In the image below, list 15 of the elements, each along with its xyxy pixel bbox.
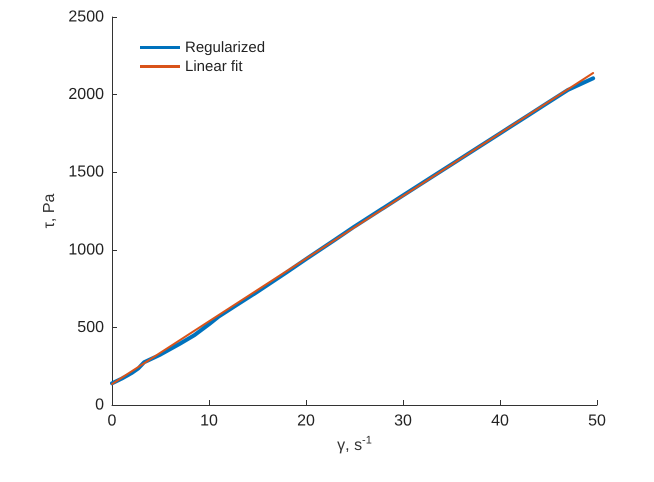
legend-label: Regularized <box>185 39 266 56</box>
x-tick-label: 50 <box>588 412 606 430</box>
x-tick-label: 0 <box>108 412 117 430</box>
y-tick-label: 0 <box>95 396 104 414</box>
y-axis-title: τ, Pa <box>41 194 58 228</box>
y-tick-label: 500 <box>77 318 104 336</box>
x-tick-label: 20 <box>297 412 315 430</box>
x-tick-label: 10 <box>200 412 218 430</box>
y-tick-label: 2500 <box>68 8 104 26</box>
y-tick-label: 2000 <box>68 86 104 104</box>
y-tick-label: 1000 <box>68 241 104 258</box>
x-tick-label: 40 <box>491 412 509 430</box>
y-tick-label: 1500 <box>68 164 104 181</box>
legend-label: Linear fit <box>185 58 244 75</box>
x-tick-label: 30 <box>394 412 412 430</box>
